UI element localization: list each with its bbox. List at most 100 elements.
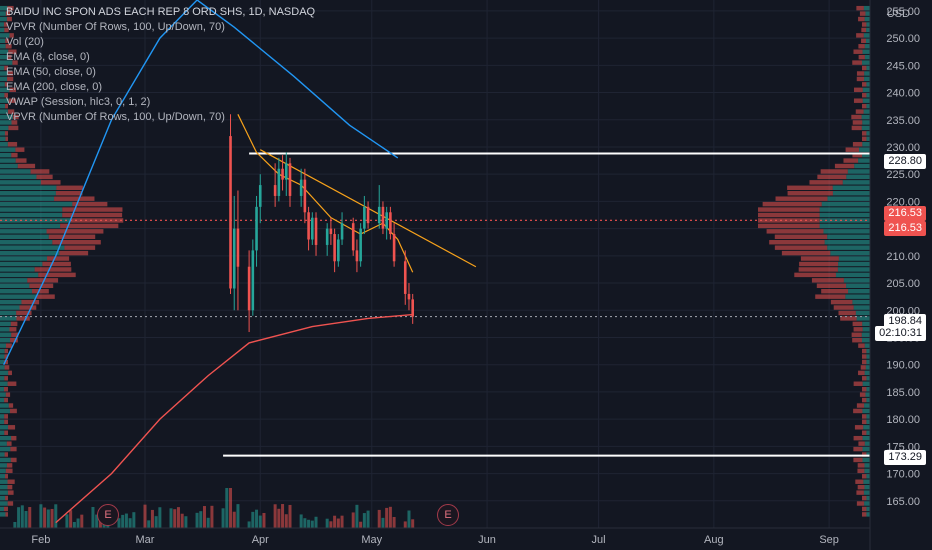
volume-profile-left-up [0,272,39,278]
volume-profile-right-down [853,49,863,54]
volume-profile-left-down [62,207,123,212]
volume-bar [403,521,407,528]
time-tick-label: Aug [704,534,724,546]
volume-profile-left-down [48,234,96,240]
volume-bar [381,517,385,528]
volume-profile-right-down [858,441,865,446]
time-tick-label: Feb [31,534,50,546]
volume-profile-left-down [46,229,104,234]
volume-profile-left-down [4,452,8,457]
indicator-vpvr[interactable]: VPVR (Number Of Rows, 100, Up/Down, 70) [6,21,225,33]
price-tick-label: 190.00 [886,360,920,372]
volume-profile-left-down [6,463,13,468]
volume-bar [17,507,21,528]
volume-profile-right-down [856,490,864,495]
volume-bar [407,510,411,528]
volume-profile-right-up [863,109,870,114]
volume-profile-left-up [0,490,8,495]
indicator-ema50[interactable]: EMA (50, close, 0) [6,66,96,78]
volume-profile-right-down [815,294,846,299]
volume-profile-right-up [864,463,870,468]
volume-profile-left-up [0,256,48,261]
volume-bar [65,514,69,528]
volume-profile-left-up [0,327,10,332]
volume-profile-left-up [0,191,56,196]
candle-body [236,228,240,267]
volume-profile-right-down [774,234,828,240]
volume-profile-right-down [862,354,867,359]
volume-profile-left-up [0,136,6,142]
last-price-tag: 198.84 [884,314,926,329]
volume-profile-right-up [858,158,870,163]
candle-body [251,250,255,311]
volume-profile-left-down [5,468,13,474]
indicator-ema8[interactable]: EMA (8, close, 0) [6,51,90,63]
time-tick-label: Jul [592,534,606,546]
volume-profile-left-down [4,430,8,435]
volume-profile-right-up [866,506,870,512]
indicator-ema200[interactable]: EMA (200, close, 0) [6,81,102,93]
indicator-vwap[interactable]: VWAP (Session, hlc3, 0, 1, 2) [6,96,151,108]
indicator-vpvr-2[interactable]: VPVR (Number Of Rows, 100, Up/Down, 70) [6,111,225,123]
volume-profile-right-up [864,44,870,49]
price-tick-label: 205.00 [886,278,920,290]
volume-profile-left-down [4,27,9,33]
volume-profile-left-up [0,332,12,337]
volume-profile-right-down [851,114,862,120]
volume-profile-left-down [64,245,96,250]
volume-profile-left-down [4,131,8,136]
volume-profile-right-up [865,365,870,370]
volume-profile-right-up [862,435,870,441]
volume-profile-right-up [866,376,870,381]
indicator-volume[interactable]: Vol (20) [6,36,44,48]
candle-body [385,212,388,229]
volume-profile-left-up [0,452,5,457]
volume-profile-right-up [824,240,870,245]
volume-profile-right-up [866,452,870,457]
volume-profile-right-up [866,348,870,354]
volume-profile-right-down [758,207,820,212]
candle-body [232,228,236,289]
volume-profile-right-down [794,272,836,278]
volume-profile-right-down [852,120,863,125]
volume-profile-right-down [858,44,865,49]
volume-profile-right-up [863,5,870,11]
volume-profile-right-down [857,484,865,490]
volume-profile-left-up [0,54,8,60]
volume-profile-right-down [852,337,862,343]
volume-profile-left-down [4,348,8,354]
volume-profile-right-down [856,33,864,38]
volume-profile-left-down [4,359,8,365]
volume-profile-left-up [0,174,37,180]
volume-profile-left-up [0,261,43,267]
volume-profile-right-down [862,359,867,365]
price-axis-background [870,0,932,550]
volume-profile-left-down [9,87,17,93]
volume-bar [184,516,188,528]
candle-body [277,168,281,196]
volume-profile-left-down [8,98,17,103]
volume-profile-right-down [769,240,825,245]
volume-profile-right-up [861,337,870,343]
candle-body [303,179,307,213]
volume-profile-left-up [0,430,5,435]
volume-profile-right-up [856,316,870,321]
volume-bar [221,508,225,528]
volume-profile-right-down [787,185,833,191]
earnings-marker-2[interactable]: E [437,504,459,526]
volume-profile-right-up [842,180,870,185]
volume-profile-right-down [787,191,833,196]
volume-profile-left-down [4,397,8,403]
volume-profile-left-down [7,381,17,386]
symbol-title[interactable]: BAIDU INC SPON ADS EACH REP 8 ORD SHS, 1… [6,6,316,18]
volume-profile-left-down [34,267,72,272]
volume-profile-right-up [835,272,870,278]
volume-profile-right-up [866,136,870,142]
volume-profile-right-down [860,365,866,370]
volume-profile-left-down [4,65,8,71]
earnings-marker-1[interactable]: E [97,504,119,526]
volume-bar [195,512,199,528]
volume-profile-right-up [866,354,870,359]
candle-body [281,168,284,180]
